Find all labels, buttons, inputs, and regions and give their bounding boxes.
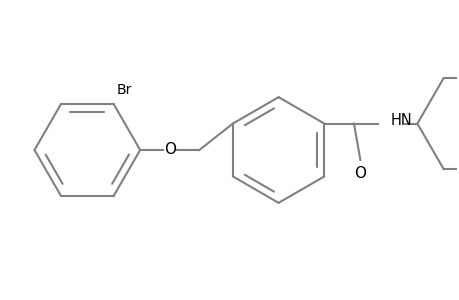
Text: O: O <box>163 142 175 158</box>
Text: O: O <box>353 166 366 181</box>
Text: Br: Br <box>117 83 132 97</box>
Text: HN: HN <box>390 113 412 128</box>
